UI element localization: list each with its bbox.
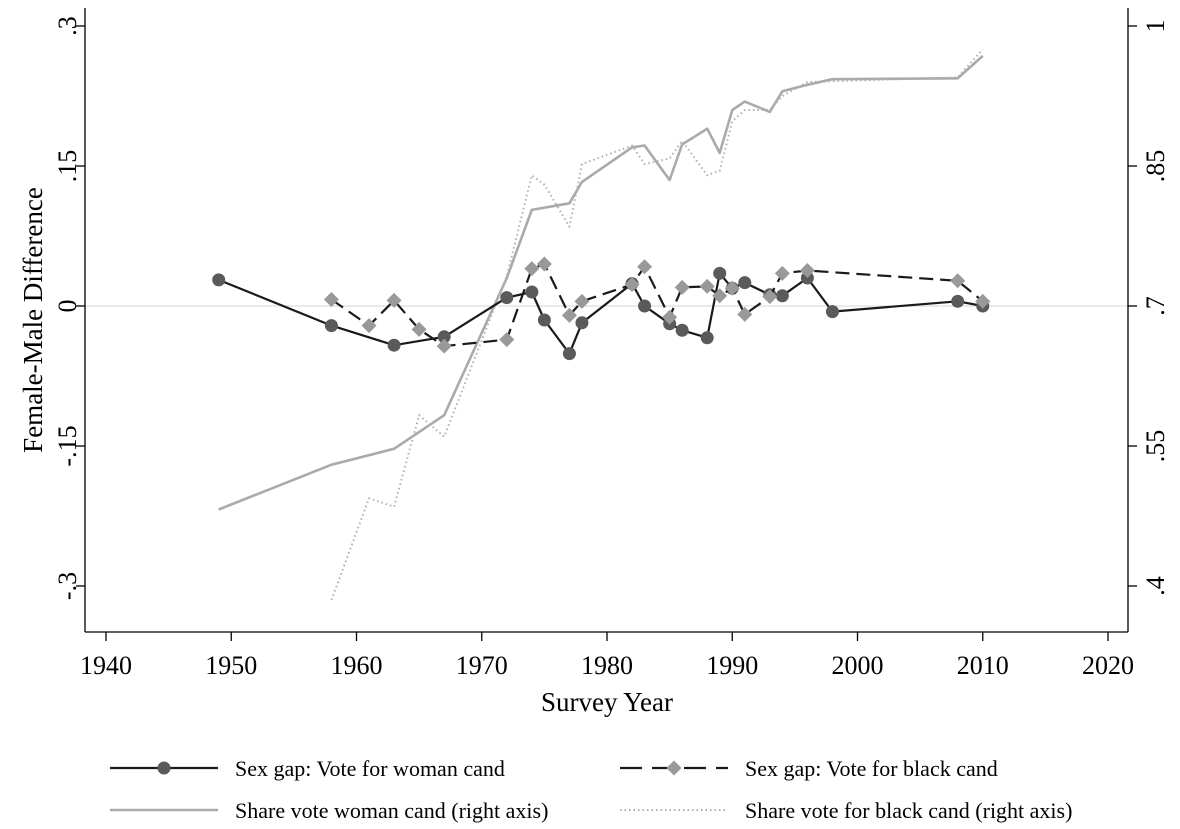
- x-tick-label: 1960: [331, 651, 383, 680]
- data-point: [738, 276, 752, 290]
- data-point: [575, 316, 589, 330]
- data-point: [386, 292, 402, 308]
- y2-tick-label: .7: [1141, 296, 1170, 316]
- x-axis-title: Survey Year: [541, 687, 673, 717]
- legend-label: Sex gap: Vote for woman cand: [235, 756, 505, 781]
- series-solid-circle: [212, 266, 990, 361]
- x-tick-label: 2020: [1082, 651, 1134, 680]
- data-point: [637, 259, 653, 275]
- data-point: [536, 256, 552, 272]
- data-point: [825, 305, 839, 319]
- y-tick-label: .15: [53, 150, 82, 183]
- data-point: [712, 288, 728, 304]
- x-tick-label: 1980: [581, 651, 633, 680]
- data-point: [724, 280, 740, 296]
- x-tick-label: 1950: [205, 651, 257, 680]
- x-tick-label: 2010: [957, 651, 1009, 680]
- series-line: [330, 48, 984, 601]
- data-point: [387, 338, 401, 352]
- series-dashed-diamond: [323, 256, 991, 354]
- legend-marker: [157, 761, 171, 775]
- x-tick-label: 1940: [80, 651, 132, 680]
- data-point: [324, 319, 338, 333]
- x-tick-label: 1990: [706, 651, 758, 680]
- legend-label: Share vote for black cand (right axis): [745, 798, 1072, 823]
- y2-tick-label: .55: [1141, 430, 1170, 463]
- data-point: [574, 293, 590, 309]
- data-point: [323, 291, 339, 307]
- legend-item: Sex gap: Vote for black cand: [620, 756, 998, 781]
- data-point: [675, 323, 689, 337]
- data-point: [700, 331, 714, 345]
- data-point: [361, 318, 377, 334]
- data-point: [699, 278, 715, 294]
- y2-tick-label: .85: [1141, 150, 1170, 183]
- data-point: [562, 347, 576, 361]
- data-point: [774, 265, 790, 281]
- data-point: [537, 313, 551, 327]
- legend-item: Share vote woman cand (right axis): [110, 798, 548, 823]
- x-tick-label: 2000: [832, 651, 884, 680]
- series-solid-gray: [218, 54, 984, 511]
- data-point: [775, 289, 789, 303]
- data-point: [525, 285, 539, 299]
- y-tick-label: .3: [53, 16, 82, 36]
- data-point: [674, 279, 690, 295]
- data-point: [411, 321, 427, 337]
- data-point: [499, 332, 515, 348]
- y2-tick-label: 1: [1141, 20, 1170, 33]
- y-tick-label: -.15: [53, 425, 82, 466]
- data-point: [713, 266, 727, 280]
- series-line: [330, 262, 984, 348]
- data-point: [212, 273, 226, 287]
- data-point: [799, 263, 815, 279]
- x-tick-label: 1970: [456, 651, 508, 680]
- legend-item: Sex gap: Vote for woman cand: [110, 756, 505, 781]
- data-point: [662, 309, 678, 325]
- data-point: [524, 261, 540, 277]
- legend-marker: [666, 760, 682, 776]
- y-tick-label: 0: [53, 300, 82, 313]
- legend-label: Share vote woman cand (right axis): [235, 798, 548, 823]
- series-line: [218, 272, 984, 355]
- data-point: [561, 307, 577, 323]
- data-point: [624, 277, 640, 293]
- data-point: [737, 306, 753, 322]
- legend-item: Share vote for black cand (right axis): [620, 798, 1072, 823]
- data-point: [437, 330, 451, 344]
- y-axis-title: Female-Male Difference: [18, 187, 48, 453]
- series-line: [218, 54, 984, 511]
- data-point: [762, 289, 778, 305]
- data-point: [950, 273, 966, 289]
- y2-tick-label: .4: [1141, 576, 1170, 596]
- data-point: [975, 293, 991, 309]
- data-point: [951, 294, 965, 308]
- data-point: [500, 291, 514, 305]
- legend-label: Sex gap: Vote for black cand: [745, 756, 998, 781]
- y-tick-label: -.3: [53, 572, 82, 600]
- data-point: [638, 299, 652, 313]
- series-dotted-gray: [330, 48, 984, 601]
- data-point: [436, 338, 452, 354]
